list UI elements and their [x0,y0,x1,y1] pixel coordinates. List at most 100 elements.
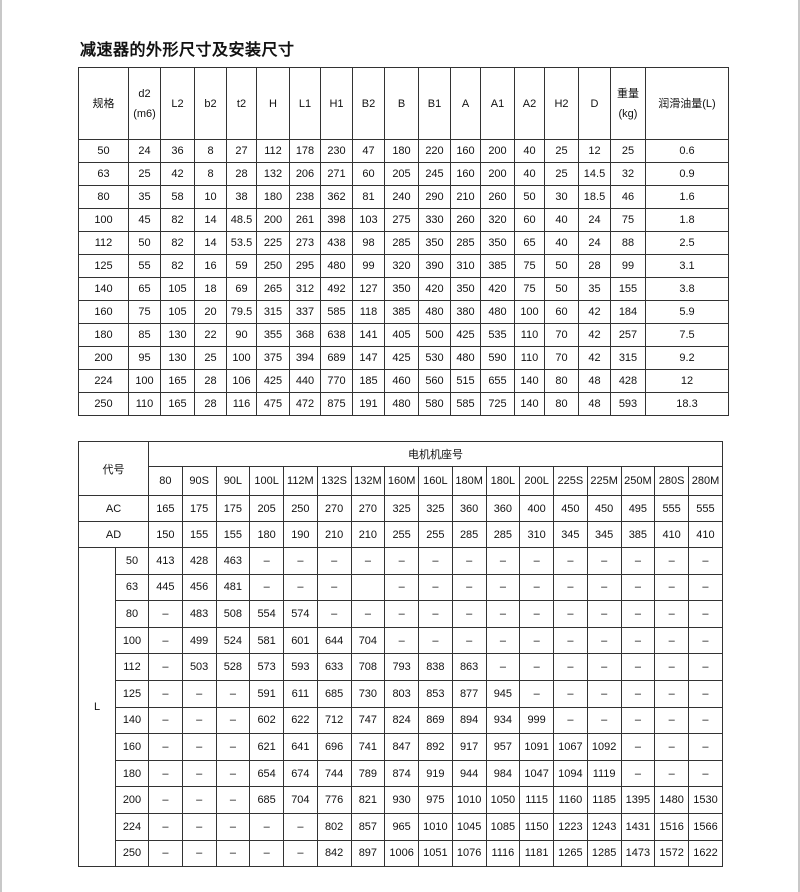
table-cell: 930 [384,786,419,814]
table-cell: 160 [450,139,481,163]
table-cell: 275 [384,208,419,232]
table-cell: 345 [553,521,588,548]
table-row: L 50 413 428 463– – – – – – – – – – – – – – [78,546,723,868]
table-cell: 5.9 [645,300,729,324]
table-cell: 150 [148,521,183,548]
table-cell: 160 [450,162,481,186]
table-cell: 390 [418,254,451,278]
table-cell: 360 [485,495,521,522]
dimensions-table: 规格 d2 (m6) L2 b2 t2 H L1 H1 B2 B B1 A A1 A2 H2 D 重量 (kg)… [78,67,729,416]
table-cell: 1115 [519,786,554,814]
table-cell: 75 [514,254,545,278]
frame-header: 280M [688,466,723,496]
table-cell: 428 [610,369,646,393]
table-cell: 69 [226,277,257,301]
table-cell: – [654,733,689,761]
table-cell: 741 [350,733,386,761]
table-cell: 480 [418,300,451,324]
table-cell: 574 [283,600,318,628]
table-cell: – [148,600,183,628]
table-row: 125– – –591 611 685 730 803 853 877 945– – – – – – [79,679,723,708]
size-label: 200 [115,786,149,814]
table-row: 160– – –621 641 696 741 847 892 917 957 1091 1067 10… [79,733,723,761]
frame-header: 160M [384,466,419,496]
frame-header: 180M [451,466,487,496]
table-cell: 776 [316,786,352,814]
table-cell: 874 [384,759,419,788]
table-cell: 30 [544,185,579,209]
table-cell: 1076 [451,839,487,868]
table-cell: 3.1 [645,254,729,278]
table-cell: 957 [485,733,521,761]
table-cell: 36 [160,139,195,163]
table-cell: 330 [418,208,451,232]
table-cell: 704 [350,626,386,655]
table-cell: 165 [160,369,195,393]
table-cell: – [654,679,689,708]
table-cell: 55 [128,254,161,278]
frame-header: 112M [283,466,318,496]
table-row: 140– – –602 622 712 747 824 869 894 934 999– – – – – [79,706,723,735]
table-cell: 654 [249,759,284,788]
table-cell: – [553,706,588,735]
table-cell: 99 [610,254,646,278]
column-header: 润滑油量(L) [645,67,729,140]
l-label: L [78,546,116,868]
table-cell: 554 [249,600,284,628]
motor-frame-header: 电机机座号 [148,441,723,467]
table-cell: 425 [450,323,481,347]
table-cell: – [384,626,419,655]
table-cell: 655 [480,369,515,393]
table-cell: 770 [320,369,353,393]
table-cell: 337 [289,300,321,324]
table-row: 200 95 130 25 100 375 394 689 147 425 530 480 590 110… [78,346,729,370]
table-cell: – [350,600,386,628]
table-cell: 270 [350,495,386,522]
table-cell: – [688,573,723,602]
table-cell: – [620,733,656,761]
table-cell: 744 [316,759,352,788]
table-row: 50 24 36 8 27 112 178 230 47 180 220 160 200 40 25 12 25… [78,139,729,163]
table-cell: 1431 [620,812,656,841]
page-edge-right [798,0,800,892]
table-cell: 984 [485,759,521,788]
table-cell: 88 [610,231,646,255]
table-cell: 35 [578,277,611,301]
table-cell: 591 [249,679,284,708]
table-cell: – [620,547,656,575]
table-row: 160 75 105 20 79.5 315 337 585 118 385 480 380 480 10… [78,300,729,324]
table-cell: 53.5 [226,231,257,255]
table-cell: 350 [450,277,481,301]
table-cell: 130 [160,323,195,347]
column-header: H2 [544,67,579,140]
table-cell: – [519,600,554,628]
size-label: 160 [115,733,149,761]
table-cell: 1045 [451,812,487,841]
table-cell: 18 [194,277,227,301]
table-cell: 475 [256,392,290,416]
table-cell: 7.5 [645,323,729,347]
table-cell: 160 [78,300,129,324]
table-cell: – [688,600,723,628]
size-label: 50 [115,547,149,575]
table-cell: 140 [514,392,545,416]
table-cell: – [215,706,251,735]
table-cell: – [181,839,217,868]
table-cell: 508 [215,600,251,628]
table-cell: 315 [256,300,290,324]
size-label: 112 [115,653,149,681]
size-label: 63 [115,573,149,602]
table-cell: 863 [451,653,487,681]
table-cell: 255 [384,521,419,548]
table-cell: 934 [485,706,521,735]
table-cell: – [586,679,622,708]
table-cell: 350 [418,231,451,255]
table-cell: – [688,679,723,708]
table-cell: 81 [352,185,385,209]
table-cell: 24 [578,208,611,232]
table-cell: 1051 [418,839,453,868]
table-cell: – [451,626,487,655]
table-cell: 16 [194,254,227,278]
table-cell: 585 [450,392,481,416]
table-cell: 877 [451,679,487,708]
